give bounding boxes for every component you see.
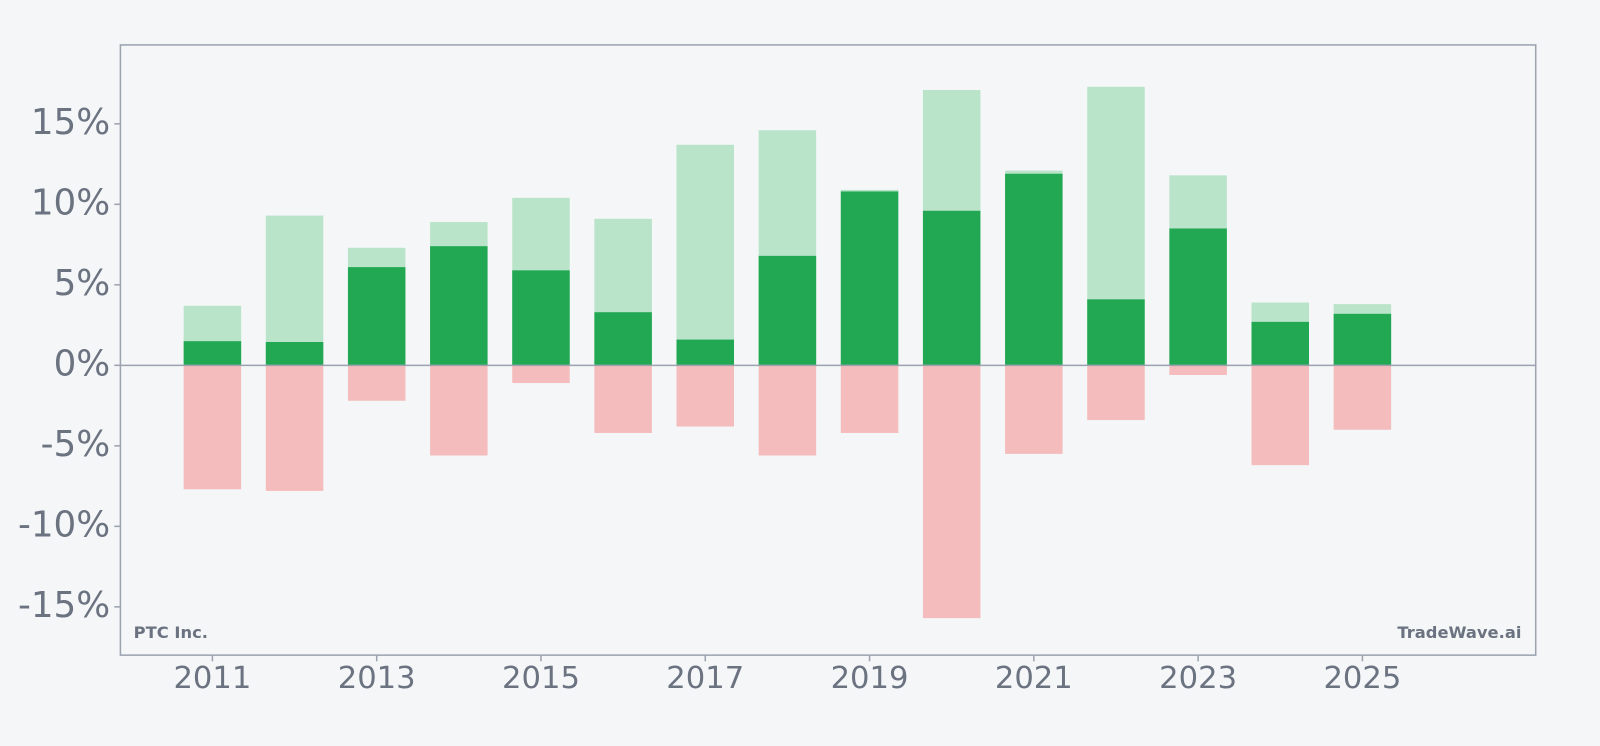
y-tick-label: -10% [18, 504, 110, 545]
x-tick-label: 2023 [1159, 661, 1237, 696]
bar [594, 365, 652, 433]
bar [922, 365, 981, 619]
bar [1087, 299, 1145, 366]
bar [840, 365, 899, 433]
y-tick-label: -5% [41, 424, 111, 465]
plot-area [183, 86, 1392, 619]
y-tick-label: 10% [31, 182, 110, 223]
x-tick-label: 2025 [1323, 661, 1401, 696]
bar [594, 312, 652, 366]
bar [1169, 228, 1227, 366]
y-tick-label: 0% [54, 343, 111, 384]
y-tick-label: 15% [31, 102, 110, 143]
bar [676, 365, 735, 427]
y-tick-label: -15% [18, 585, 110, 626]
bar [265, 365, 324, 491]
bar [347, 365, 406, 401]
bar [430, 246, 488, 366]
plot-frame [119, 44, 1537, 656]
x-tick-label: 2015 [502, 661, 580, 696]
bar [676, 339, 735, 366]
x-tick-label: 2021 [995, 661, 1073, 696]
bar [183, 341, 242, 366]
y-tick-label: 5% [54, 263, 111, 304]
bar [1251, 321, 1310, 366]
bar [1333, 365, 1392, 430]
bar [676, 144, 735, 366]
bar [430, 365, 488, 456]
bar [758, 255, 817, 366]
bar [512, 270, 570, 366]
bar [347, 267, 406, 366]
bar [265, 215, 324, 366]
x-tick-label: 2017 [666, 661, 744, 696]
bar [512, 365, 570, 384]
bar [1251, 365, 1310, 466]
bar [1087, 365, 1145, 421]
bar [1005, 173, 1063, 366]
bar [922, 210, 981, 366]
bar [1333, 313, 1392, 366]
bar [758, 365, 817, 456]
x-tick-label: 2013 [338, 661, 416, 696]
watermark: TradeWave.ai [1397, 623, 1521, 642]
bar [265, 341, 324, 366]
x-tick-label: 2019 [831, 661, 909, 696]
x-tick-label: 2011 [173, 661, 251, 696]
company-label: PTC Inc. [134, 623, 208, 642]
bar [840, 191, 899, 366]
bar [183, 365, 242, 490]
bar [1005, 365, 1063, 454]
bar [1169, 365, 1227, 375]
